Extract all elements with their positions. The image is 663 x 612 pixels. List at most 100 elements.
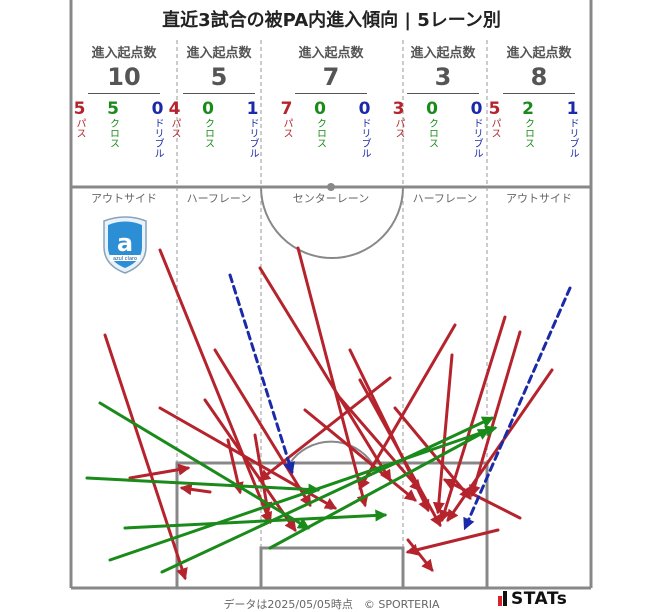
- svg-text:a: a: [117, 229, 133, 257]
- lane-name-3: センターレーン: [292, 192, 370, 205]
- center-spot: [327, 183, 335, 191]
- dribble-label: ドリブル: [359, 118, 370, 158]
- lane-breakdown: 5 パス 2 クロス 1 ドリブル: [489, 100, 589, 158]
- lane-name-5: アウトサイド: [506, 192, 572, 205]
- pass-count: 7: [280, 99, 293, 119]
- pass-arrow-16: [358, 378, 442, 528]
- cross-label: クロス: [426, 118, 438, 148]
- lane-rule: [503, 93, 575, 94]
- penalty-arc: [289, 440, 373, 464]
- pass-arrow-19: [432, 353, 454, 515]
- lane-name-4: ハーフレーン: [412, 192, 478, 205]
- lane-header-label: 進入起点数: [91, 46, 157, 61]
- lane-header-label: 進入起点数: [186, 46, 252, 61]
- lane-stats-5: 進入起点数 8 5 パス 2 クロス 1 ドリブル: [489, 42, 589, 158]
- pass-count: 3: [392, 99, 405, 119]
- pass-arrow-3: [213, 348, 312, 508]
- cross-count: 2: [522, 99, 534, 119]
- lane-rule: [183, 93, 255, 94]
- center-circle: [260, 186, 404, 259]
- pass-arrow-11: [296, 246, 369, 508]
- lane-rule: [407, 93, 479, 94]
- crest-text: azul claro: [113, 256, 137, 262]
- lane-total-count: 7: [322, 63, 340, 91]
- pass-arrow-10: [258, 266, 392, 483]
- pass-arrow-2: [158, 248, 272, 525]
- pass-arrow-24: [405, 528, 500, 556]
- cross-arrow-3: [123, 509, 388, 530]
- lane-stats-2: 進入起点数 5 4 パス 0 クロス 1 ドリブル: [169, 42, 269, 158]
- pass-count-col: 3 パス: [388, 100, 410, 158]
- dribble-count-col: 1 ドリブル: [551, 100, 595, 158]
- cross-label: クロス: [202, 118, 214, 148]
- dribble-count: 0: [358, 99, 371, 119]
- page-title: 直近3試合の被PA内進入傾向 | 5レーン別: [162, 10, 501, 31]
- cross-count: 5: [107, 99, 119, 119]
- lane-total-count: 10: [107, 63, 141, 91]
- cross-count-col: 0 クロス: [192, 100, 225, 158]
- pass-arrow-18: [358, 323, 457, 491]
- cross-arrow-5: [160, 416, 495, 574]
- cross-count-col: 5 クロス: [97, 100, 130, 158]
- pass-arrow-12: [303, 408, 417, 502]
- pass-label: パス: [281, 118, 292, 138]
- lane-total-count: 5: [210, 63, 228, 91]
- pass-label: パス: [169, 118, 180, 138]
- lane-rule: [88, 93, 160, 94]
- pass-count: 5: [73, 99, 86, 119]
- pass-arrow-8: [226, 438, 244, 495]
- footer-note: データは2025/05/05時点 © SPORTERIA: [223, 598, 440, 611]
- arrow-layer: [85, 246, 572, 581]
- pass-count-col: 5 パス: [69, 100, 91, 158]
- lane-header-label: 進入起点数: [506, 46, 572, 61]
- pass-label: パス: [74, 118, 85, 138]
- dribble-label: ドリブル: [567, 118, 578, 158]
- dribble-label: ドリブル: [152, 118, 163, 158]
- pass-arrow-25: [406, 538, 434, 572]
- pass-count: 4: [168, 99, 181, 119]
- goal-area: [259, 546, 405, 590]
- lane-name-2: ハーフレーン: [186, 192, 252, 205]
- lane-breakdown: 5 パス 5 クロス 0 ドリブル: [74, 100, 174, 158]
- cross-count: 0: [426, 99, 438, 119]
- pass-arrow-21: [468, 330, 522, 498]
- lane-breakdown: 4 パス 0 クロス 1 ドリブル: [169, 100, 269, 158]
- cross-count: 0: [202, 99, 214, 119]
- pass-count-col: 5 パス: [484, 100, 506, 158]
- pass-arrow-7: [179, 483, 212, 496]
- cross-label: クロス: [107, 118, 119, 148]
- dribble-count-col: 0 ドリブル: [455, 100, 499, 158]
- dribble-arrow-2: [463, 286, 572, 531]
- cross-count: 0: [314, 99, 326, 119]
- stats-brand: STATs: [511, 589, 568, 609]
- lane-rule: [295, 93, 367, 94]
- stats-mark-icon: [498, 591, 507, 606]
- dribble-count: 0: [470, 99, 483, 119]
- pass-count: 5: [488, 99, 501, 119]
- cross-arrow-1: [98, 401, 311, 530]
- lane-header-label: 進入起点数: [410, 46, 476, 61]
- lane-name-1: アウトサイド: [91, 192, 157, 205]
- dribble-count: 1: [566, 99, 579, 119]
- lane-total-count: 8: [530, 63, 548, 91]
- lane-breakdown: 7 パス 0 クロス 0 ドリブル: [281, 100, 381, 158]
- lane-total-count: 3: [434, 63, 452, 91]
- cross-label: クロス: [522, 118, 534, 148]
- cross-label: クロス: [314, 118, 326, 148]
- lane-stats-3: 進入起点数 7 7 パス 0 クロス 0 ドリブル: [281, 42, 381, 158]
- dribble-label: ドリブル: [247, 118, 258, 158]
- dribble-label: ドリブル: [471, 118, 482, 158]
- cross-arrow-6: [268, 428, 491, 550]
- cross-arrow-4: [108, 425, 498, 562]
- lane-stats-4: 進入起点数 3 3 パス 0 クロス 0 ドリブル: [393, 42, 493, 158]
- pass-arrow-23: [442, 478, 522, 520]
- pass-count-col: 4 パス: [164, 100, 186, 158]
- cross-arrow-2: [85, 476, 321, 496]
- lane-breakdown: 3 パス 0 クロス 0 ドリブル: [393, 100, 493, 158]
- pass-arrow-17: [393, 406, 472, 500]
- dribble-count-col: 0 ドリブル: [136, 100, 180, 158]
- lane-stats-1: 進入起点数 10 5 パス 5 クロス 0 ドリブル: [74, 42, 174, 158]
- dribble-count-col: 0 ドリブル: [343, 100, 387, 158]
